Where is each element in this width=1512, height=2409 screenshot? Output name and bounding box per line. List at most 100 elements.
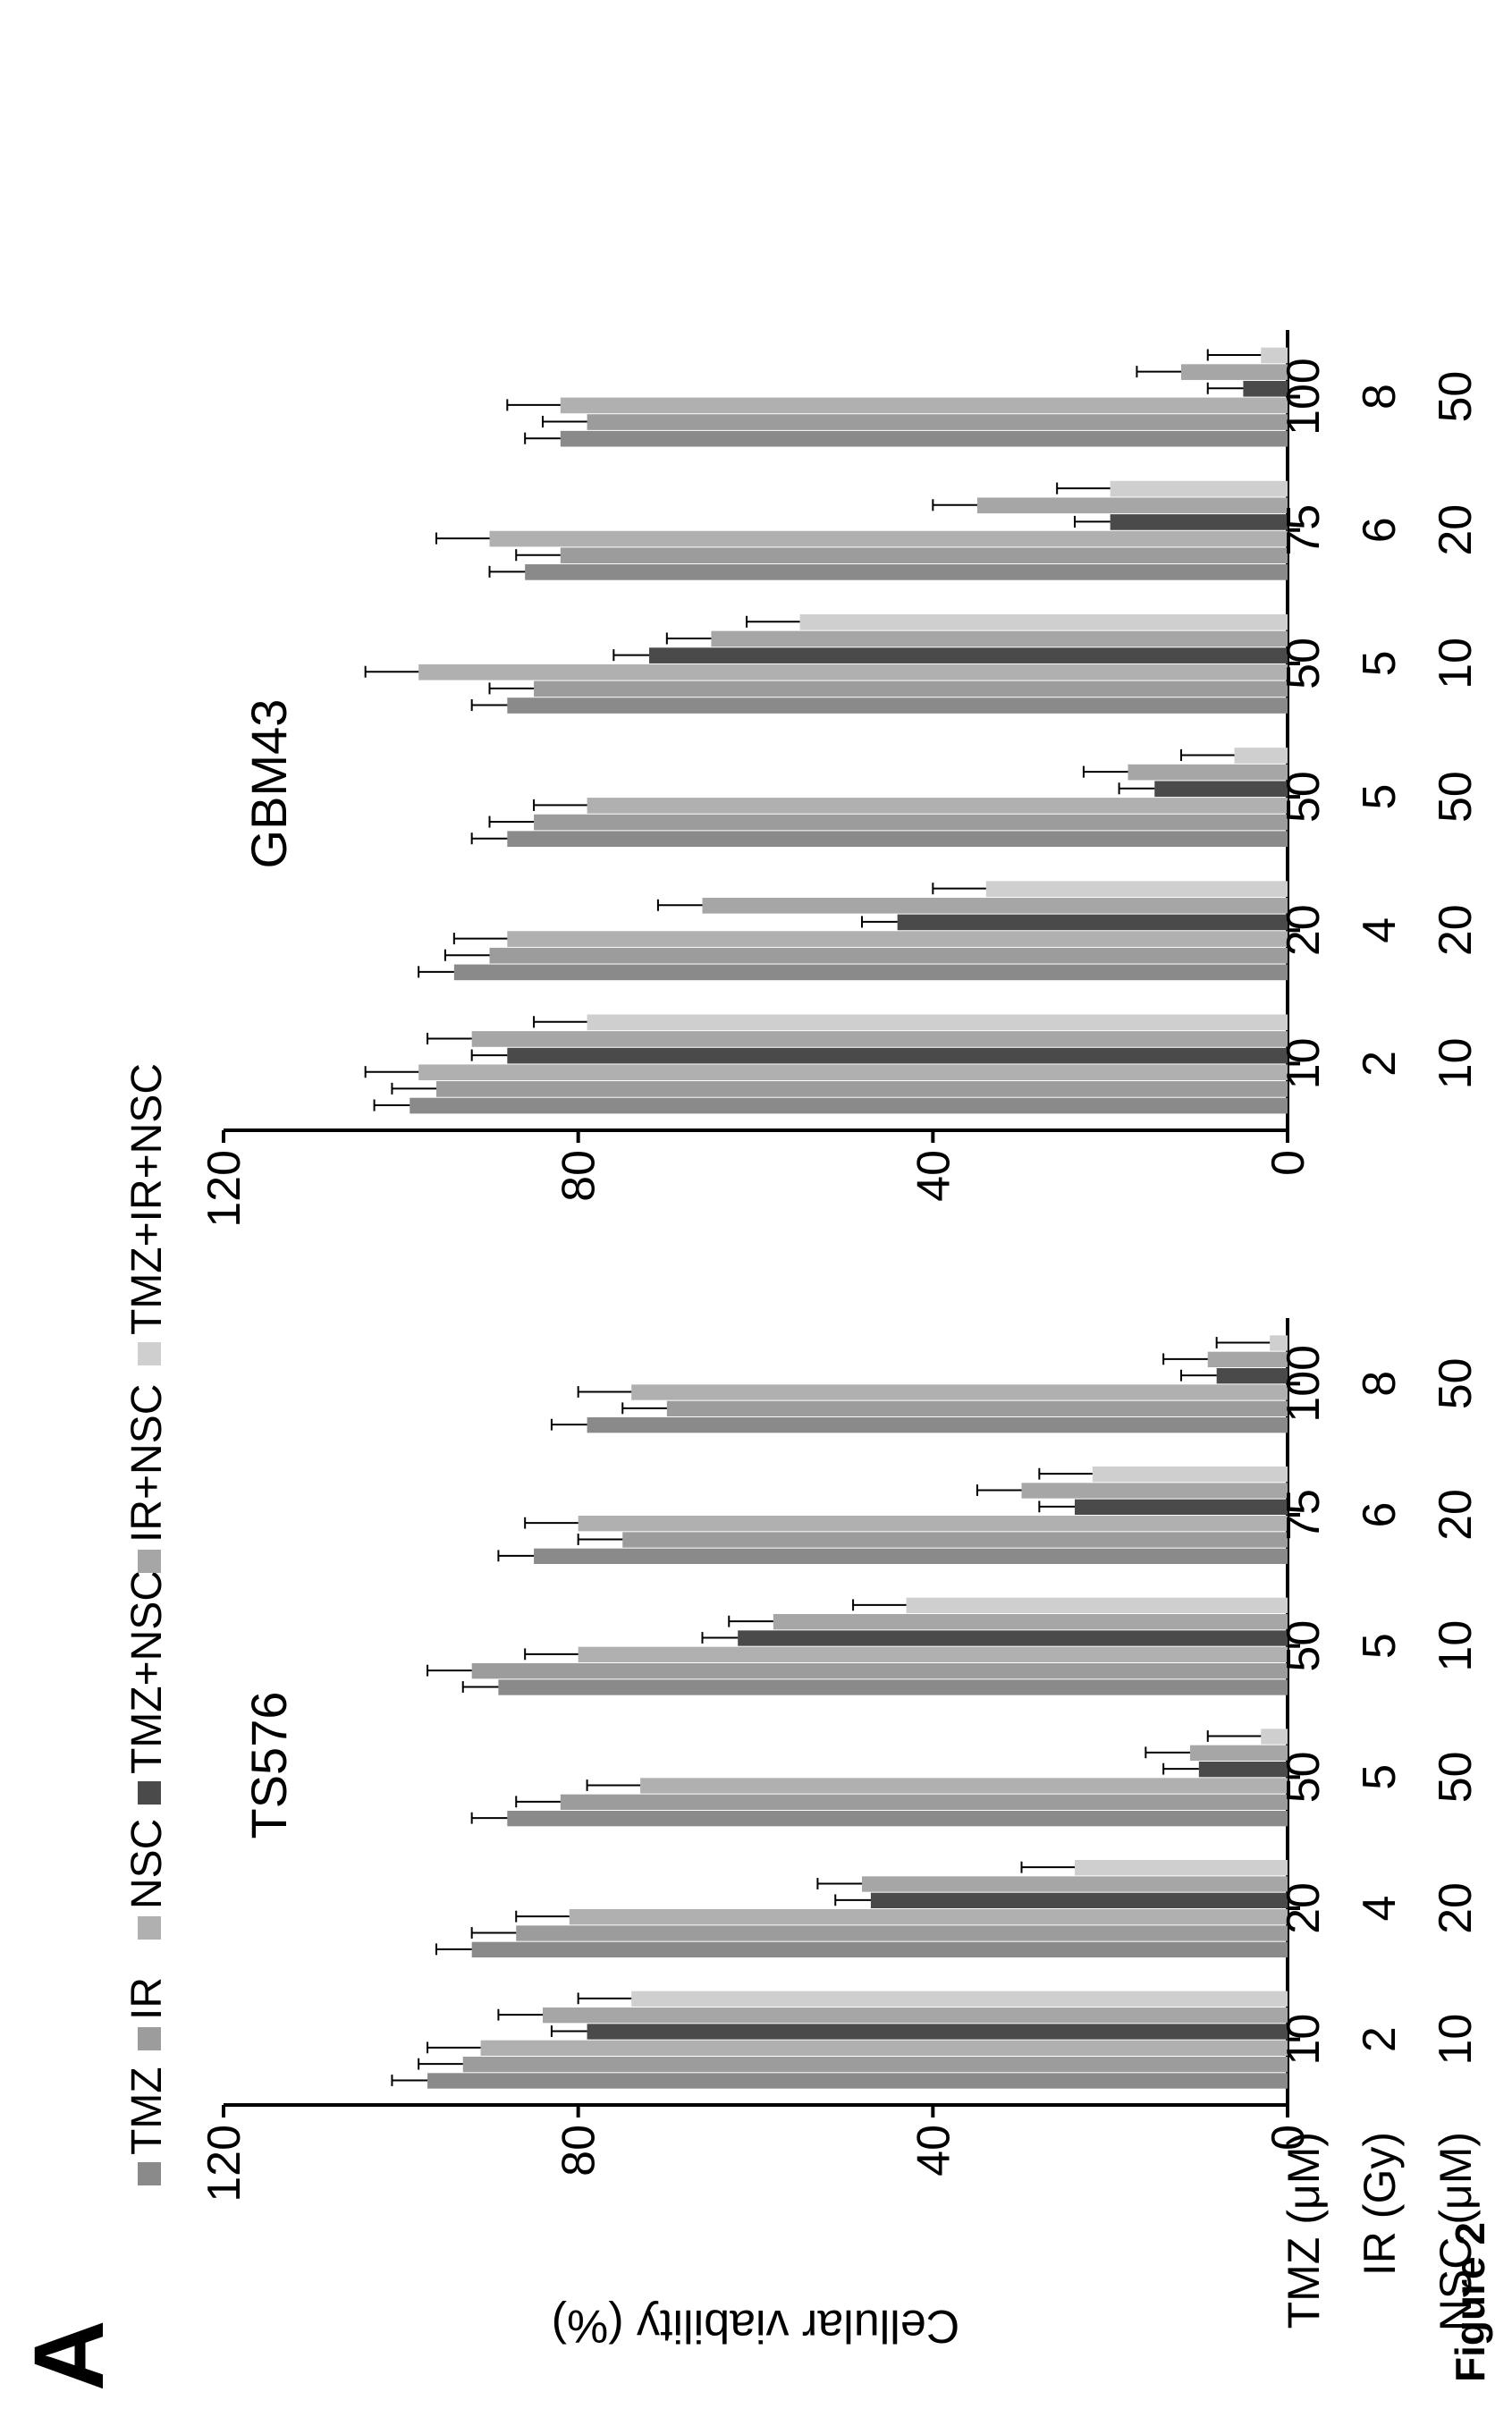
bar-1-3-5	[799, 613, 1288, 630]
category-label-0-1-2: 20	[1430, 1882, 1482, 1934]
bar-1-0-3	[507, 1047, 1288, 1064]
category-label-1-1-1: 4	[1354, 917, 1406, 943]
category-label-0-0-0: 10	[1278, 2014, 1330, 2066]
category-label-1-4-1: 6	[1354, 517, 1406, 543]
category-label-1-2-2: 50	[1430, 771, 1482, 823]
legend-swatch-nsc	[138, 1916, 161, 1940]
bar-0-0-5	[631, 1991, 1288, 2007]
bar-1-5-2	[560, 397, 1288, 414]
category-label-1-2-0: 50	[1278, 771, 1330, 823]
bar-1-4-5	[1110, 480, 1288, 497]
bar-1-5-5	[1261, 347, 1288, 364]
category-label-1-1-0: 20	[1278, 904, 1330, 956]
bar-1-3-1	[534, 680, 1288, 697]
bar-0-4-5	[1092, 1467, 1288, 1483]
bar-0-5-1	[666, 1400, 1288, 1416]
bar-0-2-5	[1261, 1729, 1288, 1745]
bar-0-5-2	[631, 1384, 1288, 1400]
bar-1-3-3	[649, 647, 1288, 664]
bar-0-3-4	[773, 1613, 1288, 1630]
category-label-0-2-1: 5	[1354, 1764, 1406, 1790]
category-label-1-3-0: 50	[1278, 638, 1330, 689]
bar-0-4-2	[578, 1515, 1288, 1532]
bar-0-0-3	[587, 2024, 1288, 2040]
bar-0-5-5	[1270, 1335, 1288, 1351]
bar-1-5-1	[587, 414, 1288, 430]
bar-0-3-1	[471, 1662, 1288, 1679]
bar-1-5-4	[1181, 364, 1288, 380]
bar-0-1-1	[516, 1925, 1288, 1941]
bar-0-2-4	[1189, 1745, 1288, 1761]
bar-0-5-3	[1216, 1368, 1288, 1384]
category-label-1-0-0: 10	[1278, 1037, 1330, 1089]
legend-swatch-tmz-nsc	[138, 1781, 161, 1805]
bar-1-4-4	[976, 497, 1288, 514]
bar-0-4-1	[622, 1532, 1288, 1548]
bar-0-4-3	[1075, 1499, 1288, 1515]
category-label-0-5-1: 8	[1354, 1371, 1406, 1397]
bar-1-3-0	[507, 697, 1288, 714]
chart-title-0: TS576	[241, 1692, 297, 1839]
y-tick-label-0-80: 80	[553, 2125, 605, 2177]
y-tick-label-0-120: 120	[199, 2125, 250, 2202]
chart-title-1: GBM43	[241, 699, 297, 869]
bar-0-2-2	[640, 1778, 1288, 1794]
category-label-0-2-2: 50	[1430, 1751, 1482, 1803]
category-label-0-3-0: 50	[1278, 1620, 1330, 1672]
panel-letter: A	[14, 2320, 124, 2391]
category-label-0-3-1: 5	[1354, 1633, 1406, 1659]
legend-label-tmz-ir-nsc: TMZ+IR+NSC	[123, 1063, 171, 1335]
bar-1-1-1	[489, 947, 1288, 964]
bar-1-2-1	[534, 814, 1288, 831]
bar-1-2-4	[1128, 764, 1288, 781]
bar-0-4-4	[1021, 1483, 1288, 1499]
category-label-0-2-0: 50	[1278, 1751, 1330, 1803]
y-tick-label-1-40: 40	[908, 1150, 959, 1202]
bar-1-1-2	[507, 931, 1288, 947]
bar-1-4-2	[489, 530, 1288, 547]
bar-0-1-0	[471, 1941, 1288, 1957]
category-label-1-4-2: 20	[1430, 504, 1482, 556]
category-label-0-4-0: 75	[1278, 1489, 1330, 1541]
bar-0-1-5	[1075, 1859, 1288, 1876]
category-label-0-3-2: 10	[1430, 1620, 1482, 1672]
legend-swatch-tmz	[138, 2162, 161, 2185]
legend-swatch-ir	[138, 2027, 161, 2050]
bar-0-4-0	[534, 1548, 1288, 1564]
legend-swatch-ir-nsc	[138, 1550, 161, 1573]
category-label-1-3-2: 10	[1430, 638, 1482, 689]
category-label-0-5-2: 50	[1430, 1357, 1482, 1409]
category-label-0-0-2: 10	[1430, 2014, 1482, 2066]
bar-1-0-2	[418, 1064, 1288, 1081]
category-row-label-0: TMZ (μM)	[1279, 2132, 1329, 2329]
category-label-0-0-1: 2	[1354, 2026, 1406, 2052]
bar-0-3-0	[498, 1679, 1288, 1695]
bar-0-0-1	[462, 2057, 1288, 2073]
bar-1-4-3	[1110, 514, 1288, 530]
bar-0-3-5	[906, 1597, 1288, 1613]
bar-0-5-4	[1207, 1351, 1288, 1367]
legend-label-tmz: TMZ	[123, 2067, 171, 2155]
category-label-1-4-0: 75	[1278, 504, 1330, 556]
category-label-1-1-2: 20	[1430, 904, 1482, 956]
bar-0-3-3	[738, 1630, 1288, 1646]
bar-0-0-2	[480, 2040, 1288, 2056]
bar-1-0-0	[410, 1097, 1288, 1114]
bar-1-1-5	[985, 881, 1288, 897]
category-label-0-5-0: 100	[1278, 1345, 1330, 1423]
category-label-1-5-0: 100	[1278, 358, 1330, 435]
bar-0-2-1	[560, 1794, 1288, 1810]
bar-1-1-0	[453, 964, 1288, 981]
category-label-0-4-2: 20	[1430, 1489, 1482, 1541]
bar-0-2-3	[1198, 1761, 1288, 1778]
y-tick-label-1-120: 120	[199, 1150, 250, 1228]
bar-0-1-2	[569, 1908, 1288, 1925]
category-row-label-1: IR (Gy)	[1355, 2132, 1405, 2276]
category-label-1-0-1: 2	[1354, 1051, 1406, 1077]
legend-label-nsc: NSC	[123, 1819, 171, 1909]
category-label-1-0-2: 10	[1430, 1037, 1482, 1089]
y-tick-label-1-80: 80	[553, 1150, 605, 1202]
